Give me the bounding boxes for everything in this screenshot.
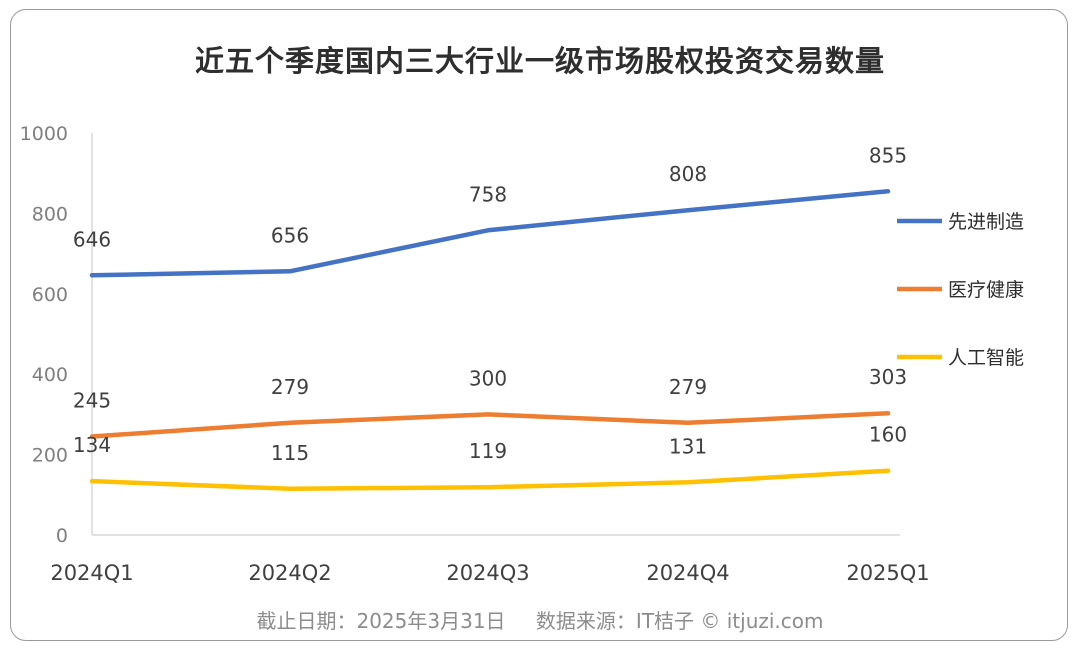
data-label: 115 [271, 441, 309, 465]
data-label: 758 [469, 182, 507, 206]
x-tick-label: 2024Q2 [248, 561, 331, 585]
x-tick-label: 2024Q4 [646, 561, 729, 585]
chart-title: 近五个季度国内三大行业一级市场股权投资交易数量 [194, 44, 885, 78]
data-label: 245 [73, 389, 111, 413]
source-note: 数据来源：IT桔子 © itjuzi.com [535, 609, 824, 633]
x-tick-label: 2024Q1 [50, 561, 133, 585]
y-tick-label: 400 [32, 364, 68, 386]
legend-label: 医疗健康 [948, 279, 1024, 301]
data-label: 646 [73, 227, 111, 251]
data-label: 131 [669, 434, 707, 458]
data-label: 300 [469, 366, 507, 390]
series-line [89, 468, 891, 492]
x-tick-label: 2024Q3 [446, 561, 529, 585]
data-label: 119 [469, 439, 507, 463]
data-label: 656 [271, 223, 309, 247]
legend-label: 人工智能 [948, 347, 1024, 369]
data-label: 134 [73, 433, 111, 457]
y-tick-label: 200 [32, 445, 68, 467]
data-label: 160 [869, 423, 907, 447]
data-label: 808 [669, 162, 707, 186]
data-label: 279 [669, 375, 707, 399]
x-tick-label: 2025Q1 [846, 561, 929, 585]
data-label: 279 [271, 375, 309, 399]
legend-label: 先进制造 [948, 211, 1024, 233]
y-tick-label: 0 [56, 525, 68, 547]
series-line [89, 410, 891, 439]
data-label: 855 [869, 143, 907, 167]
y-tick-label: 800 [32, 203, 68, 225]
data-label: 303 [869, 365, 907, 389]
y-tick-label: 600 [32, 284, 68, 306]
y-tick-label: 1000 [20, 123, 68, 145]
series-line [89, 189, 891, 278]
axes: 0 200 400 600 800 1000 2024Q1 2024Q2 2024Q3 2024Q… [20, 123, 930, 585]
footer: 截止日期：2025年3月31日 数据来源：IT桔子 © itjuzi.com [0, 605, 1080, 634]
data-labels: 646 656 758 808 855 245 279 300 279 303 134 115 119 1… [73, 143, 907, 464]
cutoff-date-note: 截止日期：2025年3月31日 [256, 609, 506, 633]
series-lines [89, 189, 891, 492]
